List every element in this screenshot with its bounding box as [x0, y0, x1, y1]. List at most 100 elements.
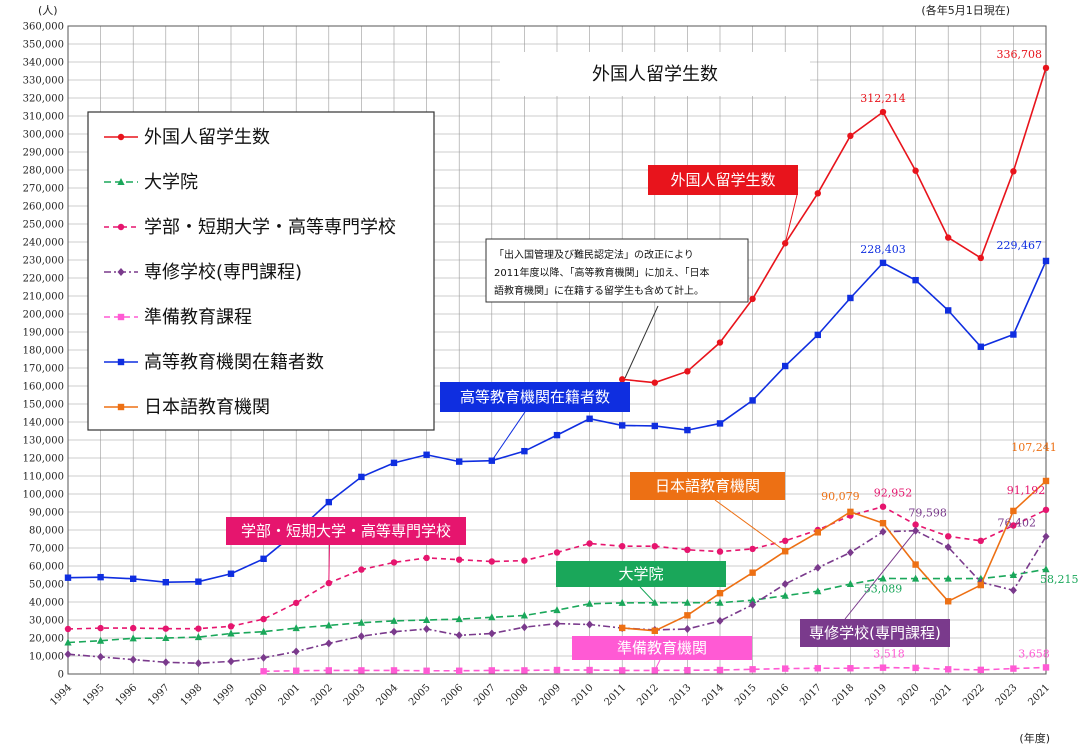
data-point-undergrad [1042, 506, 1050, 514]
data-point-total [1010, 168, 1017, 175]
y-tick-label: 250,000 [23, 220, 64, 231]
y-tick-label: 280,000 [23, 166, 64, 177]
x-tick-label: 2002 [309, 682, 335, 708]
y-tick-label: 50,000 [29, 580, 64, 591]
y-tick-label: 130,000 [23, 436, 64, 447]
y-tick-label: 360,000 [23, 22, 64, 33]
x-tick-label: 2003 [342, 682, 368, 708]
data-point-language [1042, 477, 1050, 485]
data-point-vocational [879, 527, 887, 536]
data-point-higher [782, 362, 789, 370]
data-point-vocational [520, 623, 528, 632]
callout-undergrad: 学部・短期大学・高等専門学校 [241, 522, 451, 540]
value-labels: 312,214 336,708 228,403 229,467 90,079 107,24… [821, 48, 1078, 661]
data-point-grad [912, 574, 920, 582]
series-line-language [622, 480, 1047, 632]
leader-prep [654, 659, 661, 671]
data-point-grad [944, 574, 952, 582]
callout-language: 日本語教育機関 [655, 477, 760, 495]
data-point-total [651, 379, 658, 386]
data-point-prep [456, 667, 463, 674]
x-tick-label: 2004 [374, 682, 400, 708]
data-point-total [814, 190, 821, 197]
data-point-undergrad [390, 559, 398, 566]
note-pointer [624, 305, 659, 379]
data-point-prep [977, 666, 984, 674]
note-line-2: 2011年度以降、「高等教育機関」に加え、「日本 [494, 266, 709, 279]
data-point-prep [749, 666, 756, 673]
data-point-language [977, 581, 984, 589]
x-tick-label: 2021 [1026, 682, 1052, 708]
legend-label-higher: 高等教育機関在籍者数 [144, 352, 324, 373]
data-point-grad [846, 580, 854, 587]
data-point-undergrad [423, 554, 430, 562]
data-point-grad [260, 627, 268, 635]
data-point-prep [945, 666, 952, 673]
data-point-prep [684, 667, 691, 674]
data-point-undergrad [1010, 522, 1017, 529]
data-point-undergrad [97, 624, 104, 632]
legend-label-grad: 大学院 [144, 172, 198, 193]
leader-higher [491, 411, 526, 461]
y-tick-label: 20,000 [29, 634, 64, 645]
data-point-undergrad [749, 545, 756, 553]
data-point-undergrad [456, 556, 463, 563]
callout-grad: 大学院 [618, 565, 663, 583]
data-point-vocational [683, 625, 691, 633]
y-tick-label: 120,000 [23, 454, 64, 465]
data-point-vocational [162, 658, 170, 667]
value-label-prep: 3,518 [873, 648, 905, 661]
callout-prep: 準備教育機関 [617, 639, 707, 657]
date-note: (各年5月1日現在) [921, 3, 1010, 17]
y-tick-label: 180,000 [23, 346, 64, 357]
data-point-undergrad [260, 615, 267, 623]
legend-marker-language [117, 403, 125, 411]
leader-lines [328, 194, 916, 671]
data-point-higher [553, 431, 561, 439]
data-point-grad [749, 596, 757, 604]
data-point-language [651, 627, 658, 634]
data-point-vocational [325, 639, 333, 648]
data-point-higher [195, 578, 202, 585]
x-tick-label: 2009 [537, 682, 563, 708]
data-point-grad [1009, 571, 1017, 578]
legend-label-vocational: 専修学校(専門課程) [144, 262, 302, 283]
data-point-higher [521, 447, 528, 455]
x-tick-label: 2018 [831, 682, 857, 708]
data-point-higher [684, 426, 691, 434]
data-point-grad [879, 574, 887, 582]
data-point-vocational [586, 620, 594, 629]
data-point-undergrad [945, 533, 952, 540]
y-unit-label: (人) [38, 4, 58, 17]
data-point-higher [1010, 331, 1017, 338]
data-point-prep [293, 667, 300, 674]
x-tick-label: 2011 [603, 682, 629, 708]
data-point-higher [749, 397, 756, 404]
data-point-higher [977, 343, 984, 350]
data-point-vocational [455, 631, 463, 640]
data-point-prep [619, 667, 626, 674]
data-point-higher [358, 473, 365, 481]
y-tick-label: 310,000 [23, 112, 64, 123]
data-point-total [716, 339, 724, 346]
y-tick-label: 80,000 [29, 526, 64, 537]
x-tick-label: 1995 [81, 682, 107, 708]
legend-label-language: 日本語教育機関 [144, 397, 270, 418]
title-box: 外国人留学生数 [500, 52, 810, 96]
data-point-grad [716, 598, 724, 606]
data-point-higher [64, 574, 72, 581]
series-grad [64, 565, 1050, 646]
data-point-total [912, 167, 919, 174]
y-tick-label: 190,000 [23, 328, 64, 339]
legend-marker-undergrad [117, 223, 125, 231]
data-point-undergrad [977, 537, 984, 544]
callout-bg-vocational [800, 619, 950, 647]
value-label-total: 312,214 [860, 92, 906, 105]
callout-total: 外国人留学生数 [670, 171, 775, 189]
data-point-language [1010, 507, 1017, 515]
x-tick-label: 1997 [146, 682, 172, 708]
callout-vocational: 専修学校(専門課程) [809, 624, 941, 642]
data-point-language [749, 569, 756, 576]
y-tick-label: 110,000 [23, 472, 64, 483]
data-point-language [847, 508, 854, 516]
